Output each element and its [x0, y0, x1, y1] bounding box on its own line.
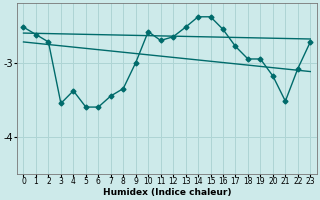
- X-axis label: Humidex (Indice chaleur): Humidex (Indice chaleur): [103, 188, 231, 197]
